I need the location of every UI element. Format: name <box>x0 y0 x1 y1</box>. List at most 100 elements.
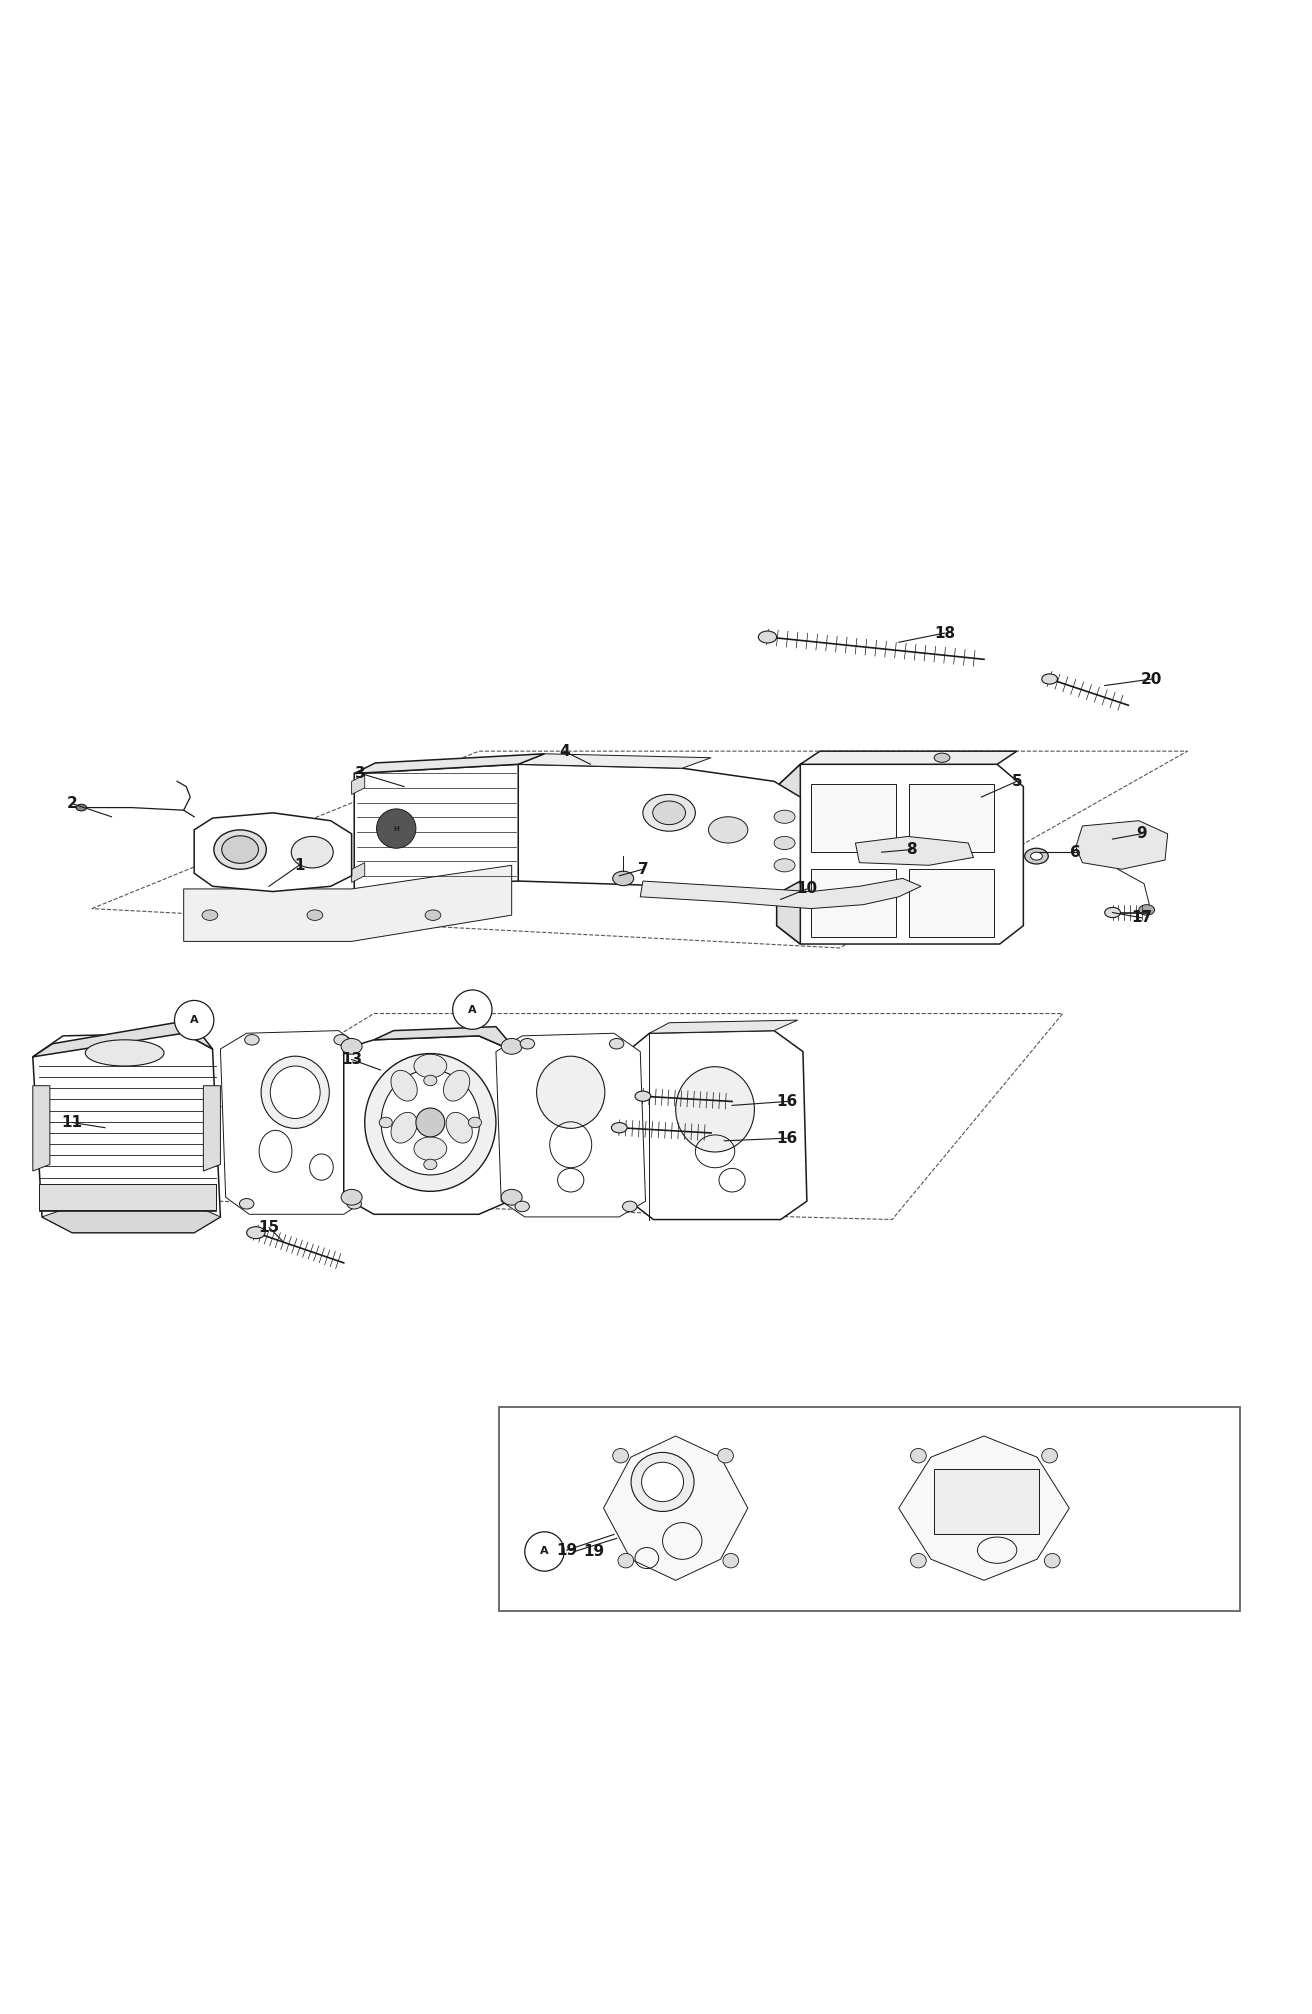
Ellipse shape <box>1105 908 1120 918</box>
Ellipse shape <box>774 810 795 824</box>
Circle shape <box>174 1001 214 1039</box>
Ellipse shape <box>676 1067 754 1152</box>
Ellipse shape <box>291 836 333 868</box>
Text: 18: 18 <box>934 626 955 640</box>
Polygon shape <box>1076 820 1168 870</box>
Ellipse shape <box>415 1053 446 1077</box>
Ellipse shape <box>653 802 685 824</box>
Ellipse shape <box>631 1452 694 1510</box>
Ellipse shape <box>718 1448 733 1462</box>
Polygon shape <box>220 1031 370 1214</box>
Ellipse shape <box>446 1112 472 1144</box>
Ellipse shape <box>425 910 441 920</box>
Ellipse shape <box>239 1198 255 1208</box>
Ellipse shape <box>365 1053 496 1192</box>
Ellipse shape <box>723 1553 739 1567</box>
Text: 19: 19 <box>556 1543 577 1557</box>
Text: 9: 9 <box>1136 826 1147 842</box>
Circle shape <box>453 991 492 1029</box>
Polygon shape <box>184 866 512 941</box>
Text: 19: 19 <box>584 1545 605 1559</box>
Ellipse shape <box>934 753 950 763</box>
Text: 6: 6 <box>1071 844 1081 860</box>
Ellipse shape <box>416 1108 445 1136</box>
Polygon shape <box>352 862 365 882</box>
Text: 5: 5 <box>1012 773 1022 789</box>
Text: 2: 2 <box>67 796 77 812</box>
Ellipse shape <box>609 1039 625 1049</box>
Ellipse shape <box>346 1198 362 1208</box>
Text: A: A <box>190 1015 198 1025</box>
Ellipse shape <box>642 1462 684 1502</box>
Polygon shape <box>899 1436 1069 1581</box>
Polygon shape <box>800 751 1017 763</box>
Ellipse shape <box>1139 904 1155 914</box>
Ellipse shape <box>424 1160 437 1170</box>
Polygon shape <box>855 836 974 866</box>
Ellipse shape <box>774 836 795 850</box>
Ellipse shape <box>443 1069 470 1102</box>
Ellipse shape <box>1031 852 1042 860</box>
Text: 16: 16 <box>777 1094 798 1110</box>
Ellipse shape <box>85 1039 164 1065</box>
Ellipse shape <box>214 830 266 870</box>
Ellipse shape <box>244 1035 260 1045</box>
Text: 11: 11 <box>62 1116 83 1130</box>
Polygon shape <box>33 1086 50 1170</box>
Polygon shape <box>649 1021 798 1033</box>
Polygon shape <box>777 763 1023 945</box>
Polygon shape <box>354 763 518 888</box>
Ellipse shape <box>341 1190 362 1204</box>
Ellipse shape <box>611 1122 627 1132</box>
Polygon shape <box>909 783 994 852</box>
Text: 4: 4 <box>559 743 569 759</box>
Polygon shape <box>344 1035 518 1214</box>
Polygon shape <box>640 878 921 908</box>
Circle shape <box>525 1533 564 1571</box>
Ellipse shape <box>247 1227 265 1239</box>
Polygon shape <box>627 1031 807 1220</box>
Ellipse shape <box>613 1448 628 1462</box>
Ellipse shape <box>643 794 695 832</box>
Circle shape <box>377 810 416 848</box>
Ellipse shape <box>307 910 323 920</box>
Ellipse shape <box>391 1069 417 1102</box>
Ellipse shape <box>537 1055 605 1128</box>
Polygon shape <box>33 1033 220 1233</box>
Polygon shape <box>354 753 544 773</box>
Ellipse shape <box>222 836 258 864</box>
Bar <box>499 1408 1240 1611</box>
Text: 10: 10 <box>796 882 817 896</box>
Polygon shape <box>934 1468 1039 1535</box>
Text: A: A <box>468 1005 476 1015</box>
Polygon shape <box>374 1027 518 1053</box>
Ellipse shape <box>424 1075 437 1086</box>
Ellipse shape <box>333 1035 349 1045</box>
Ellipse shape <box>618 1553 634 1567</box>
Ellipse shape <box>774 858 795 872</box>
Ellipse shape <box>501 1190 522 1204</box>
Polygon shape <box>39 1184 216 1210</box>
Ellipse shape <box>391 1112 417 1144</box>
Ellipse shape <box>76 804 87 812</box>
Text: 7: 7 <box>638 862 648 876</box>
Polygon shape <box>194 814 352 892</box>
Text: 1: 1 <box>294 858 304 872</box>
Text: A: A <box>541 1547 548 1557</box>
Text: 17: 17 <box>1131 910 1152 924</box>
Text: 3: 3 <box>356 765 366 781</box>
Ellipse shape <box>382 1069 480 1174</box>
Text: 16: 16 <box>777 1130 798 1146</box>
Polygon shape <box>909 870 994 937</box>
Text: 20: 20 <box>1141 671 1162 687</box>
Ellipse shape <box>635 1092 651 1102</box>
Polygon shape <box>42 1206 220 1233</box>
Polygon shape <box>811 870 896 937</box>
Ellipse shape <box>341 1039 362 1053</box>
Text: 8: 8 <box>907 842 917 858</box>
Ellipse shape <box>501 1039 522 1053</box>
Ellipse shape <box>1025 848 1048 864</box>
Ellipse shape <box>911 1448 926 1462</box>
Ellipse shape <box>468 1118 482 1128</box>
Ellipse shape <box>202 910 218 920</box>
